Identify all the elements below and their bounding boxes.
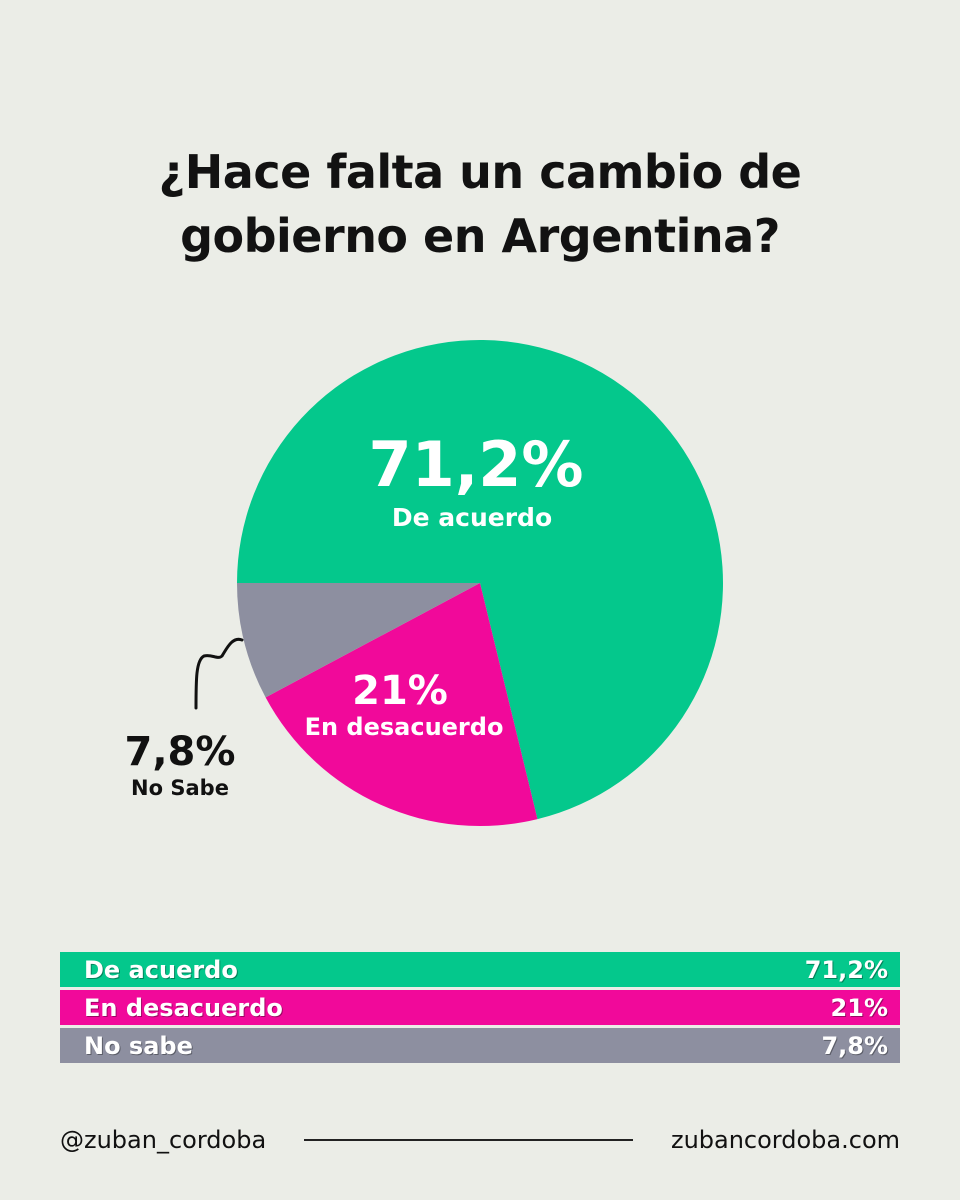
slice-name-de-acuerdo: De acuerdo [392,503,552,532]
legend-name: De acuerdo [84,955,238,984]
slice-value-no-sabe: 7,8% [124,729,236,775]
website-link[interactable]: zubancordoba.com [670,1126,900,1154]
pie-slice-en-desacuerdo [265,583,538,826]
legend-value: 71,2% [804,955,888,984]
legend-row-en-desacuerdo: En desacuerdo 21% [60,990,900,1025]
social-handle[interactable]: @zuban_cordoba [60,1126,267,1154]
pie-slice-de-acuerdo [237,339,724,820]
slice-value-en-desacuerdo: 21% [352,668,448,714]
pie-slice-no-sabe [237,583,480,698]
legend-name: No sabe [84,1031,193,1060]
chart-title-line-2: gobierno en Argentina? [180,209,780,263]
slice-label-no-sabe: 7,8% No Sabe [100,730,260,802]
slice-value-de-acuerdo: 71,2% [368,428,583,501]
legend-name: En desacuerdo [84,993,283,1022]
legend-row-de-acuerdo: De acuerdo 71,2% [60,952,900,987]
legend-row-no-sabe: No sabe 7,8% [60,1028,900,1063]
footer: @zuban_cordoba zubancordoba.com [60,1120,900,1160]
legend-value: 21% [830,993,888,1022]
pointer-squiggle [194,637,244,710]
chart-title-line-1: ¿Hace falta un cambio de [158,145,802,199]
footer-divider [304,1139,633,1141]
legend-value: 7,8% [821,1031,888,1060]
slice-name-en-desacuerdo: En desacuerdo [305,713,504,741]
chart-title: ¿Hace falta un cambio de gobierno en Arg… [0,140,960,268]
legend-table: De acuerdo 71,2% En desacuerdo 21% No sa… [60,952,900,1066]
slice-name-no-sabe: No Sabe [131,776,229,800]
pie-slices [237,339,724,826]
